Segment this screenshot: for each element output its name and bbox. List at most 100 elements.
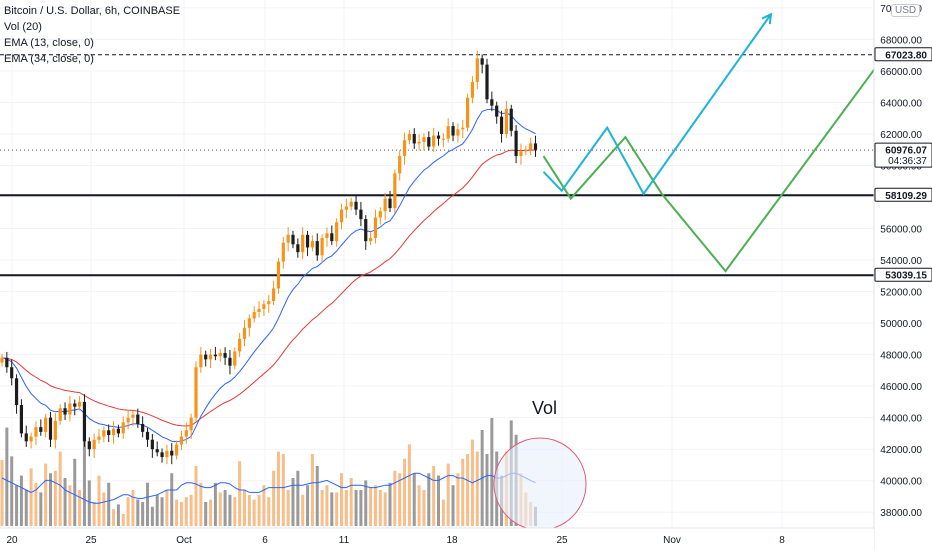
candle (218, 349, 222, 362)
candle (58, 404, 62, 425)
volume-bar (354, 490, 358, 526)
candle (509, 104, 513, 137)
highlight-circle (493, 437, 587, 531)
candle-body (475, 58, 479, 82)
candle-body (155, 449, 159, 453)
candle-body (19, 405, 23, 434)
candle (514, 124, 518, 164)
volume-bar (315, 466, 319, 526)
volume-bar (301, 494, 305, 526)
ema13-legend[interactable]: EMA (13, close, 0) (4, 37, 94, 49)
volume-bar (276, 451, 280, 526)
candle (354, 195, 358, 216)
volume-bar (286, 490, 290, 526)
time-axis-bg (0, 528, 874, 550)
candle (14, 374, 19, 414)
volume-bar (34, 482, 38, 526)
candle (490, 91, 494, 112)
candle (315, 233, 319, 261)
volume-bar (412, 473, 416, 526)
volume-bar (218, 492, 222, 526)
candle-body (373, 217, 378, 238)
volume-bar (364, 480, 368, 526)
volume-bar (63, 478, 67, 526)
candle-body (466, 97, 470, 128)
candle (78, 396, 82, 411)
candle-body (383, 198, 387, 212)
candle (393, 169, 397, 214)
candle-body (5, 357, 9, 368)
time-tick-label: Oct (176, 535, 192, 546)
candle (34, 421, 38, 446)
candle (533, 135, 538, 157)
candle-body (330, 233, 334, 242)
candle (111, 420, 116, 444)
volume-bar (223, 490, 227, 526)
candle (427, 131, 431, 151)
projection-green (542, 60, 882, 273)
candles (0, 50, 538, 465)
candle-body (131, 414, 135, 418)
candle (286, 227, 290, 252)
volume-bar (320, 490, 324, 526)
volume-bar (87, 480, 91, 526)
candle (170, 443, 174, 465)
volume-bar (344, 490, 348, 526)
candle (5, 351, 9, 373)
currency-button[interactable]: USD (891, 4, 921, 17)
candle-body (305, 234, 310, 248)
candle (281, 236, 285, 269)
candle-body (286, 234, 290, 243)
candle-body (213, 354, 217, 357)
candle-body (514, 130, 518, 157)
price-label-text: 53039.15 (885, 271, 927, 282)
time-tick-label: 11 (339, 535, 350, 546)
volume-bar (417, 485, 421, 526)
candle-body (495, 105, 499, 117)
volume-bar (388, 482, 392, 526)
candle-body (247, 318, 251, 328)
ema13-line (1, 108, 536, 443)
volume-bar (155, 494, 159, 526)
candle (184, 422, 188, 444)
volume-bar (262, 485, 266, 526)
candle (369, 232, 373, 246)
volume-bar (184, 497, 188, 526)
volume-bar (296, 470, 300, 526)
price-tick-label: 54000.00 (880, 256, 922, 267)
volume-bar (78, 490, 82, 526)
candle-body (315, 241, 319, 256)
vol-legend[interactable]: Vol (20) (4, 21, 42, 33)
time-tick-label: 25 (556, 535, 568, 546)
candle-body (504, 108, 508, 134)
price-label-box (874, 47, 932, 62)
arrow-head-icon (761, 12, 773, 25)
candle-body (63, 408, 67, 415)
candle-body (68, 403, 72, 415)
candle (82, 394, 87, 447)
volume-bar (112, 509, 116, 526)
volume-bar (189, 494, 193, 526)
symbol-title[interactable]: Bitcoin / U.S. Dollar, 6h, COINBASE (4, 5, 181, 17)
candle (344, 198, 348, 219)
volume-bar (441, 499, 445, 526)
time-tick-label: Nov (663, 535, 681, 546)
vol-annotation-text: Vol (532, 398, 558, 418)
candle-body (179, 436, 184, 445)
candle-body (14, 378, 19, 406)
candle-body (393, 173, 397, 209)
candle (155, 441, 159, 457)
candle (305, 230, 310, 257)
candle-body (509, 108, 513, 131)
volume-bar (349, 478, 353, 526)
volume-bar (194, 466, 198, 526)
ema34-legend[interactable]: EMA (34, close, 0) (4, 53, 94, 65)
candle (310, 235, 314, 252)
candle (262, 300, 266, 317)
volume-bar (291, 478, 295, 526)
candle (189, 413, 193, 439)
candle (485, 58, 489, 104)
volume-bar (49, 473, 52, 526)
candle-body (354, 201, 358, 210)
